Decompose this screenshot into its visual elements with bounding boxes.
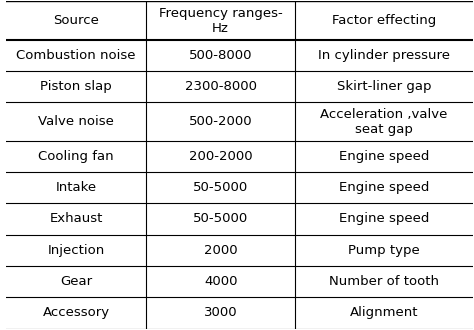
Text: Number of tooth: Number of tooth bbox=[329, 275, 439, 288]
Text: Intake: Intake bbox=[55, 181, 97, 194]
Text: Engine speed: Engine speed bbox=[339, 213, 429, 225]
Text: 4000: 4000 bbox=[204, 275, 237, 288]
Text: Pump type: Pump type bbox=[348, 244, 420, 257]
Text: Engine speed: Engine speed bbox=[339, 150, 429, 163]
Text: 50-5000: 50-5000 bbox=[193, 213, 248, 225]
Text: Combustion noise: Combustion noise bbox=[16, 49, 136, 62]
Text: Injection: Injection bbox=[47, 244, 105, 257]
Text: 200-2000: 200-2000 bbox=[189, 150, 253, 163]
Text: Cooling fan: Cooling fan bbox=[38, 150, 114, 163]
Text: 50-5000: 50-5000 bbox=[193, 181, 248, 194]
Text: 500-8000: 500-8000 bbox=[189, 49, 253, 62]
Text: Piston slap: Piston slap bbox=[40, 80, 112, 93]
Text: 2000: 2000 bbox=[204, 244, 237, 257]
Text: Factor effecting: Factor effecting bbox=[332, 14, 436, 27]
Text: Engine speed: Engine speed bbox=[339, 181, 429, 194]
Text: In cylinder pressure: In cylinder pressure bbox=[318, 49, 450, 62]
Text: 3000: 3000 bbox=[204, 307, 237, 319]
Text: Alignment: Alignment bbox=[350, 307, 418, 319]
Text: Skirt-liner gap: Skirt-liner gap bbox=[337, 80, 431, 93]
Text: Valve noise: Valve noise bbox=[38, 115, 114, 128]
Text: Frequency ranges-
Hz: Frequency ranges- Hz bbox=[159, 7, 283, 35]
Text: Source: Source bbox=[53, 14, 99, 27]
Text: Exhaust: Exhaust bbox=[49, 213, 103, 225]
Text: 500-2000: 500-2000 bbox=[189, 115, 253, 128]
Text: Accessory: Accessory bbox=[43, 307, 109, 319]
Text: Acceleration ,valve
seat gap: Acceleration ,valve seat gap bbox=[320, 108, 447, 136]
Text: 2300-8000: 2300-8000 bbox=[185, 80, 256, 93]
Text: Gear: Gear bbox=[60, 275, 92, 288]
